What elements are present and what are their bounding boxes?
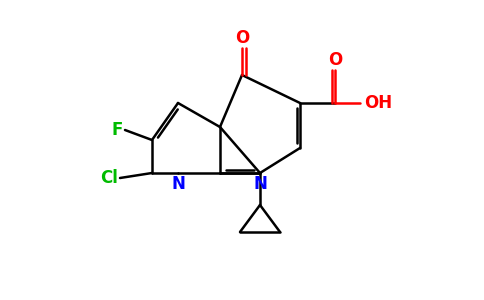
- Text: O: O: [235, 29, 249, 47]
- Text: F: F: [112, 121, 123, 139]
- Text: O: O: [328, 51, 342, 69]
- Text: OH: OH: [364, 94, 392, 112]
- Text: Cl: Cl: [100, 169, 118, 187]
- Text: N: N: [171, 175, 185, 193]
- Text: N: N: [253, 175, 267, 193]
